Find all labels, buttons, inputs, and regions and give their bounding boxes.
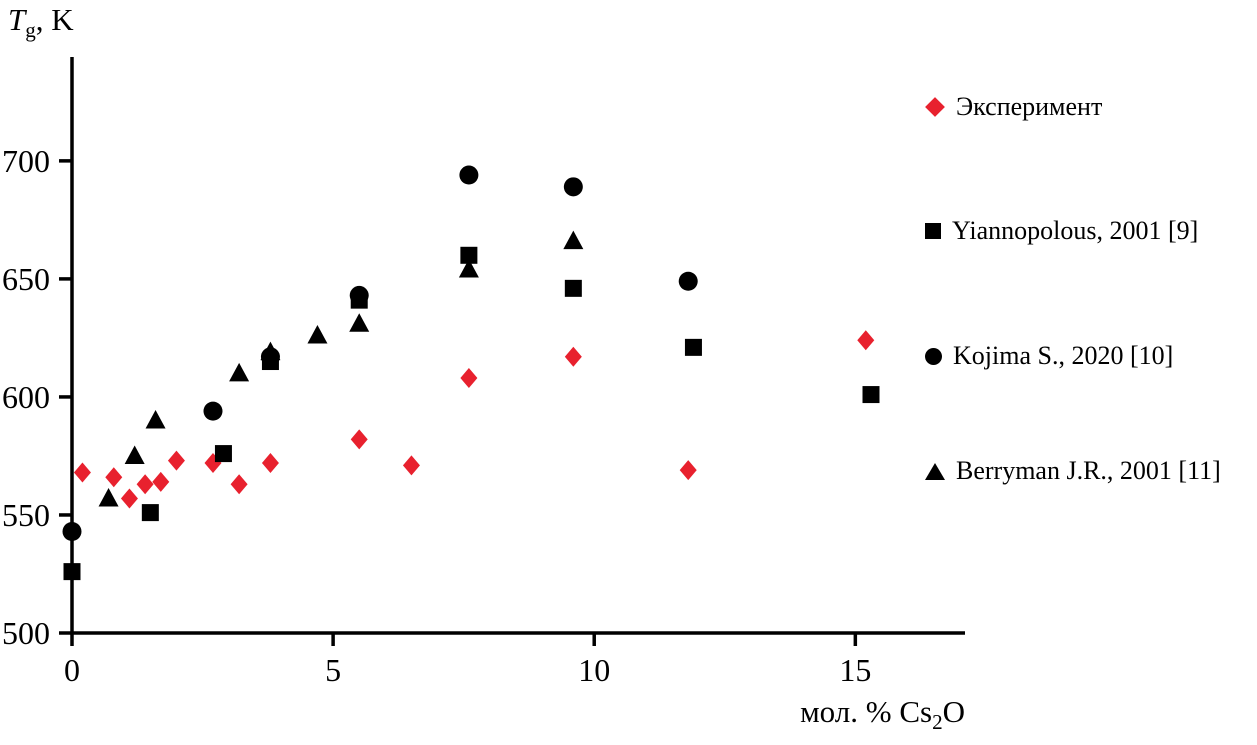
data-point-diamond xyxy=(350,429,368,450)
data-point-diamond xyxy=(679,460,697,481)
data-point-triangle xyxy=(260,341,281,361)
data-point-circle xyxy=(459,165,479,185)
x-tick-label: 5 xyxy=(325,652,341,688)
data-point-square xyxy=(564,279,582,297)
x-tick-label: 0 xyxy=(64,652,80,688)
data-point-triangle xyxy=(458,258,479,278)
data-point-circle xyxy=(62,521,82,541)
data-point-square xyxy=(684,338,702,356)
data-point-diamond xyxy=(105,467,123,488)
y-tick-label: 600 xyxy=(2,379,50,415)
data-point-diamond xyxy=(152,471,170,492)
data-point-diamond xyxy=(136,474,154,495)
data-point-triangle xyxy=(98,487,119,507)
data-point-circle xyxy=(349,285,369,305)
y-axis-title-subscript: g xyxy=(25,18,36,43)
x-axis-title-text: мол. % Cs xyxy=(800,694,933,729)
data-point-square xyxy=(460,246,478,264)
data-point-diamond xyxy=(230,474,248,495)
x-tick-label: 10 xyxy=(578,652,610,688)
x-axis-title: мол. % Cs2O xyxy=(700,694,965,735)
data-point-diamond xyxy=(857,330,875,351)
y-axis-title-symbol: T xyxy=(8,2,26,37)
y-tick-label: 650 xyxy=(2,261,50,297)
data-point-circle xyxy=(563,177,583,197)
y-tick-label: 500 xyxy=(2,615,50,651)
data-point-triangle xyxy=(145,410,166,429)
data-point-diamond xyxy=(167,450,185,471)
data-point-diamond xyxy=(73,462,91,483)
data-point-square xyxy=(214,445,232,463)
data-point-diamond xyxy=(402,455,420,476)
data-point-diamond xyxy=(120,488,138,509)
data-point-diamond xyxy=(261,453,279,474)
y-tick-label: 550 xyxy=(2,497,50,533)
x-axis-title-tail: O xyxy=(942,694,965,729)
data-point-square xyxy=(862,386,880,404)
data-point-triangle xyxy=(229,362,250,382)
data-point-square xyxy=(63,563,81,581)
data-point-triangle xyxy=(307,325,328,344)
data-point-triangle xyxy=(349,313,370,332)
data-point-triangle xyxy=(124,445,145,464)
x-tick-label: 15 xyxy=(839,652,871,688)
x-axis-title-subscript: 2 xyxy=(932,710,943,735)
data-point-triangle xyxy=(563,230,584,250)
data-point-diamond xyxy=(460,368,478,389)
axis-line xyxy=(70,57,965,635)
data-point-square xyxy=(141,504,159,522)
y-axis-title-unit: , K xyxy=(35,2,74,37)
data-point-diamond xyxy=(564,346,582,367)
data-point-circle xyxy=(678,271,698,291)
data-point-circle xyxy=(203,401,223,421)
y-tick-label: 700 xyxy=(2,143,50,179)
y-axis-title: Tg, K xyxy=(8,2,74,43)
